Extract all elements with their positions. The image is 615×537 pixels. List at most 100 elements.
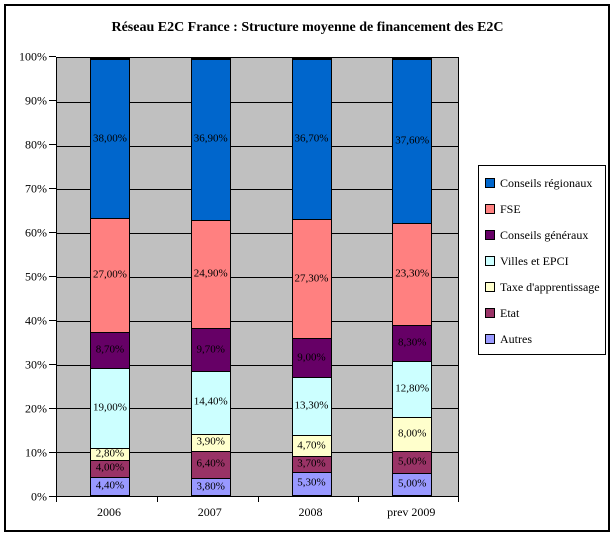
plot-area: 4,40% 4,00% 2,80% 19,00% 8,70% 27,00% 38,00% 3,… — [56, 57, 459, 497]
legend-item: Etat — [485, 300, 605, 326]
bar-segment-label: 8,30% — [398, 336, 427, 349]
legend-item: Conseils régionaux — [485, 170, 605, 196]
bar-segment — [393, 59, 432, 223]
y-tick — [49, 232, 56, 233]
bar-segment — [292, 59, 331, 220]
y-tick — [49, 496, 56, 497]
y-axis-tick-label: 40% — [25, 313, 47, 328]
bar-segment-label: 5,00% — [398, 477, 427, 490]
gridline — [57, 101, 458, 103]
bar-segment — [91, 368, 129, 449]
bar-segment — [91, 448, 129, 460]
bar-2008: 5,30% 3,70% 4,70% 13,30% 9,00% 27,30% 36,70% — [291, 58, 332, 496]
bar-segment-label: 8,70% — [95, 343, 125, 356]
y-axis-labels: 0% 10% 20% 30% 40% 50% 60% 70% 80% 90% 100% — [0, 50, 47, 504]
y-axis-tick-label: 100% — [19, 49, 47, 64]
x-axis-category-label: 2008 — [298, 505, 323, 519]
bar-segment — [91, 59, 129, 219]
y-axis-tick-label: 90% — [25, 93, 47, 108]
bar-segment-label: 4,40% — [95, 479, 125, 492]
y-axis-tick-label: 30% — [25, 357, 47, 372]
y-axis-ticks — [49, 56, 56, 497]
bar-segment — [91, 459, 129, 477]
bar-segment-label: 8,00% — [398, 427, 427, 440]
bar-segment — [292, 377, 331, 436]
bar-segment — [292, 455, 331, 472]
y-tick — [49, 188, 56, 189]
bar-segment-label: 36,90% — [193, 132, 228, 145]
bar-segment — [91, 476, 129, 495]
gridline — [57, 364, 458, 366]
x-tick — [257, 497, 259, 502]
x-axis-category-label: prev 2009 — [387, 505, 436, 519]
y-axis-tick-label: 0% — [31, 489, 47, 504]
bar-segment-label: 36,70% — [294, 132, 329, 145]
bar-segment-label: 6,40% — [196, 457, 225, 470]
bar-segment-label: 3,70% — [297, 457, 326, 470]
bar-segment-label: 13,30% — [294, 399, 329, 412]
x-axis-category-label: 2007 — [197, 505, 222, 519]
bar-segment — [393, 473, 432, 495]
y-tick — [49, 320, 56, 321]
bar-segment — [91, 218, 129, 332]
bar-segment-label: 4,00% — [95, 461, 125, 474]
bar-segment — [191, 59, 230, 220]
bar-segment-label: 38,00% — [93, 132, 127, 145]
legend-item-label: Villes et EPCI — [500, 253, 569, 268]
x-tick — [458, 497, 459, 502]
legend-item-label: Taxe d'apprentissage — [500, 279, 600, 294]
bar-segment-label: 2,80% — [95, 447, 125, 460]
y-axis-tick-label: 50% — [25, 269, 47, 284]
bar-segment — [191, 328, 230, 371]
x-axis-labels: 2006 2007 2008 prev 2009 — [56, 505, 459, 521]
bar-segment-label: 9,70% — [196, 343, 225, 356]
bar-segment-label: 9,00% — [297, 351, 326, 364]
bar-segment-label: 3,90% — [196, 435, 225, 448]
legend-item-label: Etat — [500, 305, 520, 320]
legend-item: FSE — [485, 196, 605, 222]
bar-segment — [191, 433, 230, 451]
bar-segment-label: 27,30% — [294, 272, 329, 285]
y-tick — [49, 276, 56, 277]
bar-segment-label: 27,00% — [93, 268, 127, 281]
legend-color-swatch — [485, 282, 495, 292]
legend-item-label: Conseils généraux — [500, 227, 589, 242]
bar-segment — [393, 360, 432, 417]
gridline — [57, 145, 458, 147]
bar-segment — [393, 416, 432, 452]
y-tick — [49, 56, 56, 57]
bar-segment — [393, 324, 432, 361]
legend-color-swatch — [485, 334, 495, 344]
bar-segment — [191, 219, 230, 329]
bar-segment-label: 37,60% — [395, 134, 430, 147]
bar-segment-label: 4,70% — [297, 439, 326, 452]
y-axis-tick-label: 10% — [25, 445, 47, 460]
bar-segment — [292, 471, 331, 495]
bar-segment — [191, 370, 230, 434]
bar-segment — [393, 451, 432, 474]
legend-item-label: FSE — [500, 201, 521, 216]
x-tick — [156, 497, 158, 502]
y-tick — [49, 452, 56, 453]
bar-segment-label: 5,30% — [297, 476, 326, 489]
legend-color-swatch — [485, 256, 495, 266]
bar-segment — [393, 222, 432, 325]
bar-segment-label: 14,40% — [193, 395, 228, 408]
y-tick — [49, 100, 56, 101]
y-tick — [49, 144, 56, 145]
bar-segment-label: 23,30% — [395, 267, 430, 280]
legend-item: Villes et EPCI — [485, 248, 605, 274]
legend-color-swatch — [485, 230, 495, 240]
bar-2006: 4,40% 4,00% 2,80% 19,00% 8,70% 27,00% 38,00% — [90, 58, 130, 496]
legend: Conseils régionaux FSE Conseils généraux Vi… — [478, 165, 606, 355]
gridline — [57, 233, 458, 235]
bar-segment — [191, 450, 230, 479]
x-axis-ticks — [56, 497, 459, 503]
bar-segment-label: 12,80% — [395, 382, 430, 395]
legend-item: Conseils généraux — [485, 222, 605, 248]
bar-segment — [91, 331, 129, 369]
legend-color-swatch — [485, 178, 495, 188]
bar-segment — [292, 338, 331, 378]
gridline — [57, 277, 458, 278]
legend-item-label: Conseils régionaux — [500, 175, 593, 190]
